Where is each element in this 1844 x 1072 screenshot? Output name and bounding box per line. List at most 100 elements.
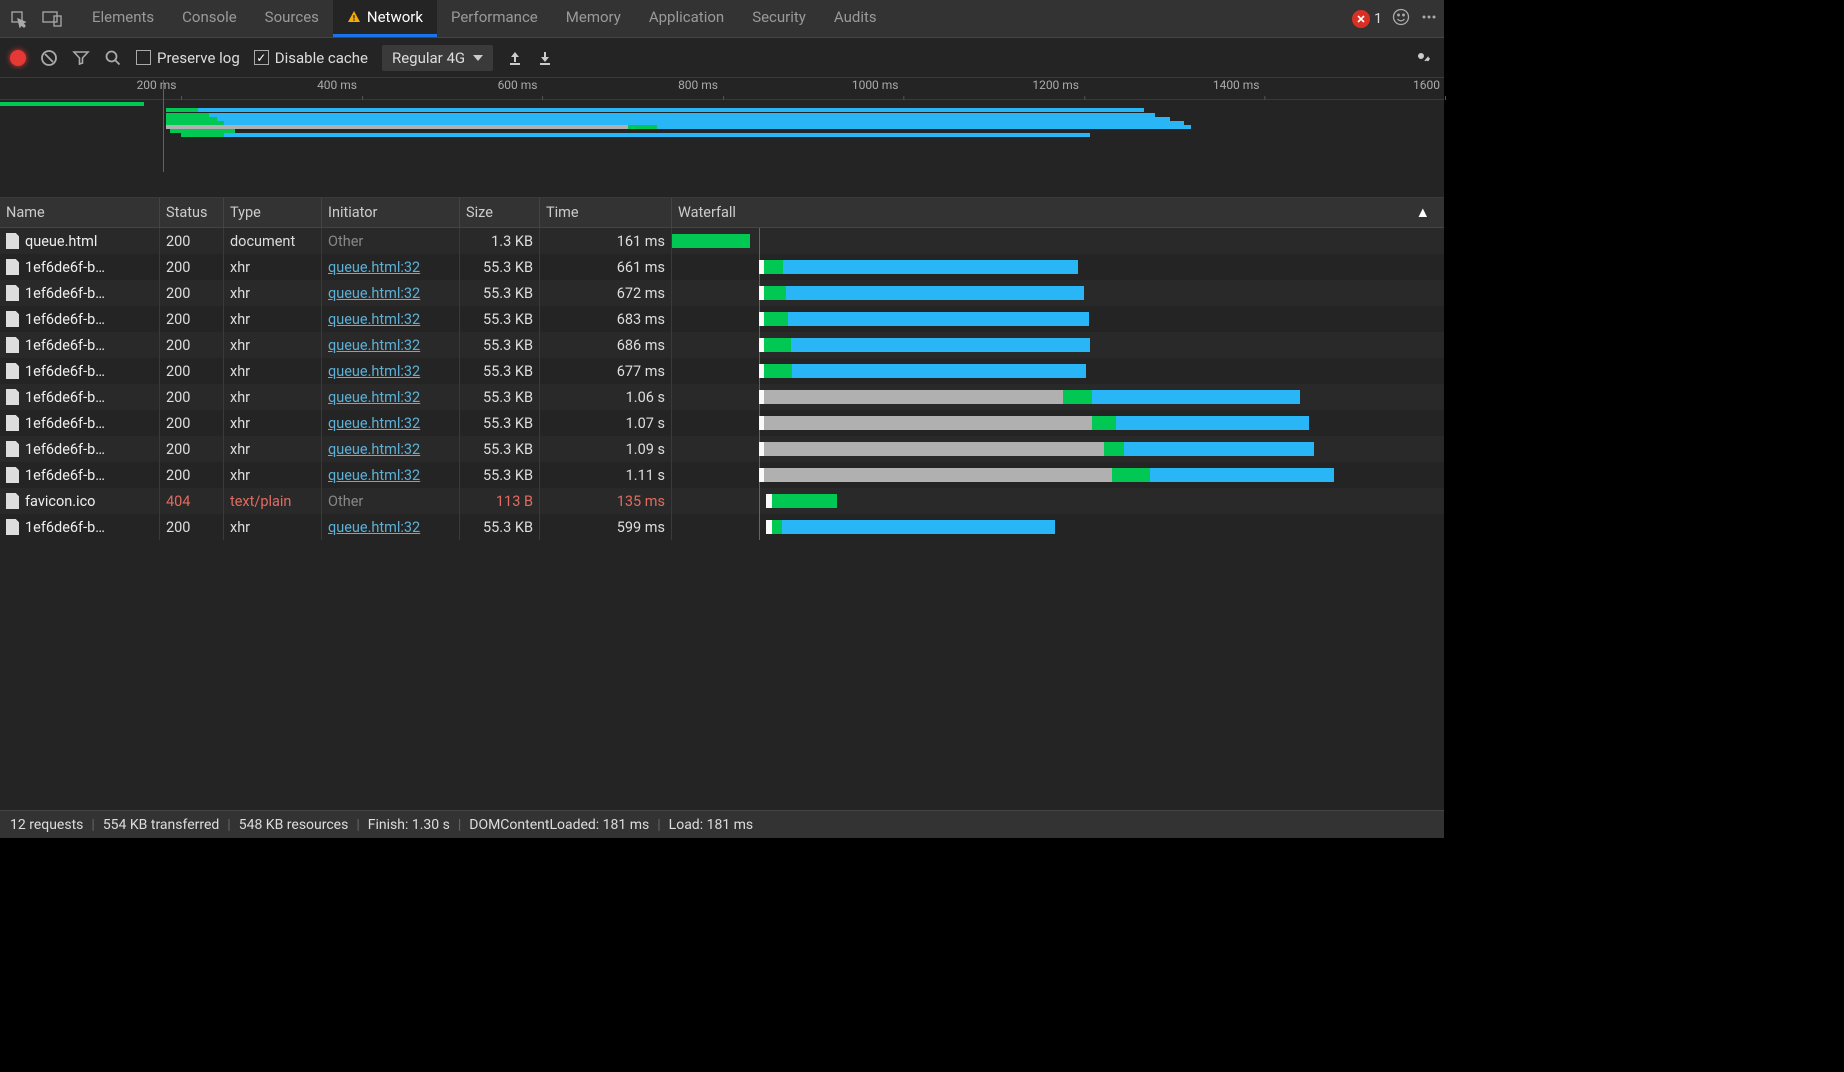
cell-waterfall — [672, 410, 1444, 436]
initiator-link[interactable]: queue.html:32 — [328, 259, 420, 276]
cell-name: 1ef6de6f-b… — [0, 280, 160, 306]
table-row[interactable]: 1ef6de6f-b…200xhrqueue.html:3255.3 KB672… — [0, 280, 1444, 306]
sort-asc-icon: ▲ — [1416, 204, 1430, 221]
cell-initiator: queue.html:32 — [322, 306, 460, 332]
initiator-link[interactable]: queue.html:32 — [328, 389, 420, 406]
initiator-link[interactable]: queue.html:32 — [328, 519, 420, 536]
column-status[interactable]: Status — [160, 198, 224, 227]
cell-type: xhr — [224, 384, 322, 410]
disable-cache-checkbox[interactable]: Disable cache — [254, 49, 368, 67]
cell-type: text/plain — [224, 488, 322, 514]
cell-waterfall — [672, 488, 1444, 514]
cell-size: 113 B — [460, 488, 540, 514]
initiator-link[interactable]: queue.html:32 — [328, 415, 420, 432]
table-row[interactable]: 1ef6de6f-b…200xhrqueue.html:3255.3 KB1.0… — [0, 410, 1444, 436]
file-icon — [6, 467, 19, 483]
column-name[interactable]: Name — [0, 198, 160, 227]
timeline-overview[interactable]: 200 ms400 ms600 ms800 ms1000 ms1200 ms14… — [0, 78, 1444, 198]
tab-elements[interactable]: Elements — [78, 0, 168, 37]
cell-type: xhr — [224, 462, 322, 488]
tab-memory[interactable]: Memory — [552, 0, 635, 37]
table-row[interactable]: 1ef6de6f-b…200xhrqueue.html:3255.3 KB1.1… — [0, 462, 1444, 488]
cell-time: 1.07 s — [540, 410, 672, 436]
cell-name: favicon.ico — [0, 488, 160, 514]
cell-size: 55.3 KB — [460, 436, 540, 462]
initiator-link[interactable]: queue.html:32 — [328, 363, 420, 380]
throttling-select[interactable]: Regular 4G — [382, 45, 493, 71]
table-row[interactable]: 1ef6de6f-b…200xhrqueue.html:3255.3 KB677… — [0, 358, 1444, 384]
device-toggle-icon[interactable] — [38, 5, 66, 33]
preserve-log-checkbox[interactable]: Preserve log — [136, 49, 240, 67]
upload-har-icon[interactable] — [507, 50, 523, 66]
ruler-tick: 1400 ms — [1213, 78, 1264, 92]
cell-type: xhr — [224, 358, 322, 384]
cell-waterfall — [672, 228, 1444, 254]
cell-type: xhr — [224, 410, 322, 436]
cell-initiator: queue.html:32 — [322, 436, 460, 462]
table-row[interactable]: 1ef6de6f-b…200xhrqueue.html:3255.3 KB661… — [0, 254, 1444, 280]
table-row[interactable]: 1ef6de6f-b…200xhrqueue.html:3255.3 KB1.0… — [0, 436, 1444, 462]
cell-waterfall — [672, 436, 1444, 462]
cell-initiator: queue.html:32 — [322, 410, 460, 436]
cell-initiator: Other — [322, 488, 460, 514]
tab-network[interactable]: Network — [333, 0, 437, 37]
error-count-badge[interactable] — [1352, 10, 1370, 28]
clear-icon[interactable] — [40, 49, 58, 67]
search-icon[interactable] — [104, 49, 122, 67]
cell-waterfall — [672, 462, 1444, 488]
cell-waterfall — [672, 280, 1444, 306]
cell-initiator: queue.html:32 — [322, 358, 460, 384]
tab-sources[interactable]: Sources — [251, 0, 333, 37]
file-icon — [6, 493, 19, 509]
filter-icon[interactable] — [72, 49, 90, 67]
initiator-link[interactable]: queue.html:32 — [328, 311, 420, 328]
devtools-tabbar: ElementsConsoleSourcesNetworkPerformance… — [0, 0, 1444, 38]
tab-performance[interactable]: Performance — [437, 0, 552, 37]
column-size[interactable]: Size — [460, 198, 540, 227]
cell-time: 677 ms — [540, 358, 672, 384]
column-initiator[interactable]: Initiator — [322, 198, 460, 227]
column-time[interactable]: Time — [540, 198, 672, 227]
cell-waterfall — [672, 384, 1444, 410]
tab-application[interactable]: Application — [635, 0, 738, 37]
initiator-link[interactable]: queue.html:32 — [328, 337, 420, 354]
status-resources: 548 KB resources — [239, 817, 349, 833]
cell-initiator: queue.html:32 — [322, 514, 460, 540]
network-settings-icon[interactable] — [1412, 47, 1430, 69]
column-waterfall[interactable]: Waterfall ▲ — [672, 198, 1444, 227]
table-row[interactable]: 1ef6de6f-b…200xhrqueue.html:3255.3 KB683… — [0, 306, 1444, 332]
cell-status: 200 — [160, 254, 224, 280]
cell-time: 683 ms — [540, 306, 672, 332]
table-row[interactable]: queue.html200documentOther1.3 KB161 ms — [0, 228, 1444, 254]
more-menu-icon[interactable] — [1420, 8, 1438, 30]
ruler-tick: 400 ms — [317, 78, 361, 92]
cell-waterfall — [672, 306, 1444, 332]
initiator-link[interactable]: queue.html:32 — [328, 467, 420, 484]
column-type[interactable]: Type — [224, 198, 322, 227]
download-har-icon[interactable] — [537, 50, 553, 66]
table-row[interactable]: 1ef6de6f-b…200xhrqueue.html:3255.3 KB686… — [0, 332, 1444, 358]
inspect-icon[interactable] — [6, 5, 34, 33]
throttling-value: Regular 4G — [392, 49, 465, 67]
record-button[interactable] — [10, 50, 26, 66]
cell-status: 200 — [160, 384, 224, 410]
cell-name: 1ef6de6f-b… — [0, 306, 160, 332]
network-statusbar: 12 requests| 554 KB transferred| 548 KB … — [0, 810, 1444, 838]
tab-audits[interactable]: Audits — [820, 0, 891, 37]
table-row[interactable]: favicon.ico404text/plainOther113 B135 ms — [0, 488, 1444, 514]
table-row[interactable]: 1ef6de6f-b…200xhrqueue.html:3255.3 KB1.0… — [0, 384, 1444, 410]
cell-size: 55.3 KB — [460, 306, 540, 332]
table-row[interactable]: 1ef6de6f-b…200xhrqueue.html:3255.3 KB599… — [0, 514, 1444, 540]
cell-size: 55.3 KB — [460, 462, 540, 488]
cell-name: 1ef6de6f-b… — [0, 436, 160, 462]
initiator-link[interactable]: queue.html:32 — [328, 441, 420, 458]
initiator-link[interactable]: queue.html:32 — [328, 285, 420, 302]
cell-type: xhr — [224, 280, 322, 306]
cell-waterfall — [672, 358, 1444, 384]
cell-type: xhr — [224, 514, 322, 540]
cell-name: 1ef6de6f-b… — [0, 384, 160, 410]
tab-security[interactable]: Security — [738, 0, 820, 37]
feedback-icon[interactable] — [1392, 8, 1410, 30]
tab-console[interactable]: Console — [168, 0, 251, 37]
cell-waterfall — [672, 514, 1444, 540]
